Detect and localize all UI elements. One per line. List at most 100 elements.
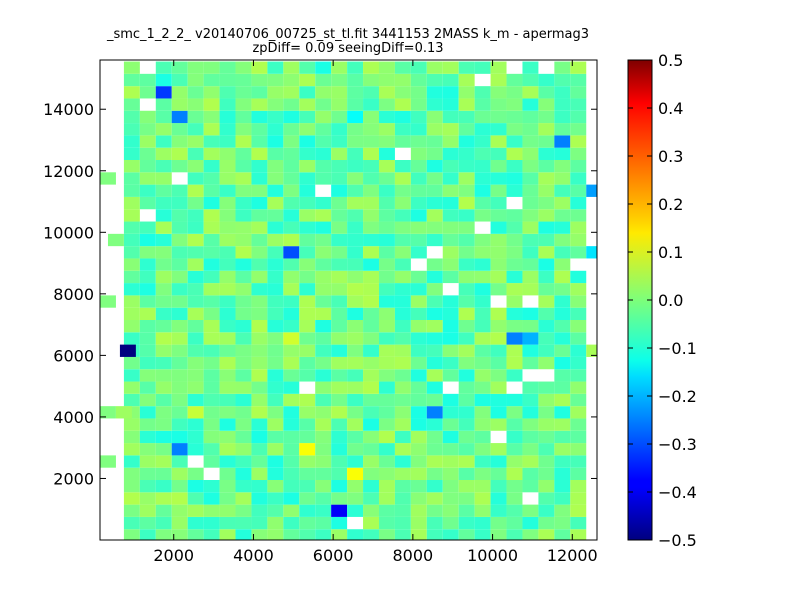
heatmap-cell: [123, 516, 140, 530]
heatmap-cell: [442, 233, 459, 247]
heatmap-cell: [522, 393, 539, 407]
heatmap-cell: [219, 406, 236, 419]
heatmap-cell: [586, 246, 597, 259]
heatmap-cell: [522, 86, 539, 99]
heatmap-cell: [490, 455, 507, 468]
heatmap-cell: [235, 480, 252, 493]
heatmap-cell: [315, 307, 332, 320]
heatmap-cell: [506, 393, 523, 407]
heatmap-cell: [458, 98, 475, 111]
heatmap-cell: [171, 344, 188, 357]
heatmap-cell: [538, 98, 555, 111]
heatmap-cell: [235, 443, 252, 456]
heatmap-cell: [267, 480, 284, 493]
heatmap-cell: [442, 196, 459, 210]
heatmap-cell: [139, 283, 156, 296]
heatmap-cell: [363, 467, 379, 480]
heatmap-cell: [394, 270, 411, 284]
heatmap-cell: [363, 221, 379, 234]
heatmap-cell: [378, 295, 395, 308]
heatmap-cell: [570, 147, 587, 160]
heatmap-cell: [171, 135, 188, 148]
heatmap-cell: [203, 381, 220, 394]
heatmap-cell: [570, 160, 587, 173]
heatmap-cell: [299, 369, 316, 382]
heatmap-cell: [538, 283, 555, 296]
heatmap-cell: [458, 209, 475, 222]
heatmap-cell: [522, 504, 539, 517]
heatmap-cell: [299, 196, 316, 210]
heatmap-cell: [331, 455, 348, 468]
heatmap-cell: [331, 258, 348, 271]
heatmap-cell: [251, 123, 268, 136]
heatmap-cell: [522, 344, 539, 357]
heatmap-cell: [155, 233, 172, 247]
heatmap-cell: [331, 123, 348, 136]
heatmap-cell: [187, 123, 204, 136]
heatmap-cell: [426, 504, 443, 517]
heatmap-cell: [538, 258, 555, 271]
heatmap-cell: [554, 209, 571, 222]
heatmap-cell: [378, 86, 395, 99]
heatmap-cell: [378, 356, 395, 370]
heatmap-cell: [410, 381, 427, 394]
heatmap-cell: [187, 443, 204, 456]
heatmap-cell: [458, 467, 475, 480]
heatmap-cell: [123, 196, 140, 210]
heatmap-cell: [187, 332, 204, 345]
heatmap-cell: [506, 283, 523, 296]
heatmap-cell: [283, 430, 300, 444]
heatmap-cell: [506, 110, 523, 124]
heatmap-cell: [363, 258, 379, 271]
heatmap-cell: [331, 73, 348, 87]
heatmap-cell: [235, 184, 252, 197]
colorbar-tick-label: −0.5: [658, 531, 697, 550]
heatmap-cell: [203, 356, 220, 370]
heatmap-cell: [474, 418, 491, 431]
heatmap-cell: [315, 246, 332, 259]
heatmap-cell: [171, 184, 188, 197]
heatmap-cell: [570, 221, 587, 234]
heatmap-cell: [347, 209, 364, 222]
heatmap-cell: [410, 320, 427, 333]
heatmap-cell: [363, 61, 379, 74]
heatmap-cell: [363, 270, 379, 284]
heatmap-cell: [267, 516, 284, 530]
colorbar-tick-label: 0.0: [658, 291, 683, 310]
heatmap-cell: [442, 61, 459, 74]
heatmap-cell: [139, 270, 156, 284]
heatmap-cell: [378, 529, 395, 540]
heatmap-cell: [267, 492, 284, 505]
heatmap-cell: [458, 529, 475, 540]
y-tick-label: 6000: [53, 346, 94, 365]
heatmap-cell: [506, 369, 523, 382]
heatmap-cell: [410, 480, 427, 493]
heatmap-cell: [426, 369, 443, 382]
heatmap-cell: [251, 320, 268, 333]
heatmap-cell: [410, 283, 427, 296]
heatmap-cell: [283, 258, 300, 271]
heatmap-cell: [283, 369, 300, 382]
heatmap-cell: [410, 344, 427, 357]
heatmap-cell: [123, 73, 140, 87]
heatmap-cell: [363, 233, 379, 247]
heatmap-cell: [315, 98, 332, 111]
heatmap-cell: [554, 467, 571, 480]
heatmap-cell: [123, 369, 140, 382]
heatmap-cell: [299, 147, 316, 160]
heatmap-cell: [187, 393, 204, 407]
heatmap-cell: [394, 307, 411, 320]
heatmap-cell: [506, 147, 523, 160]
heatmap-cell: [410, 430, 427, 444]
heatmap-cell: [251, 307, 268, 320]
y-tick-label: 4000: [53, 408, 94, 427]
heatmap-cell: [315, 529, 332, 540]
heatmap-cell: [522, 61, 539, 74]
heatmap-cell: [187, 233, 204, 247]
heatmap-cell: [554, 147, 571, 160]
heatmap-cell: [522, 147, 539, 160]
heatmap-cell: [490, 467, 507, 480]
colorbar-tick-label: 0.4: [658, 99, 683, 118]
heatmap-cell: [315, 61, 332, 74]
heatmap-cell: [426, 196, 443, 210]
